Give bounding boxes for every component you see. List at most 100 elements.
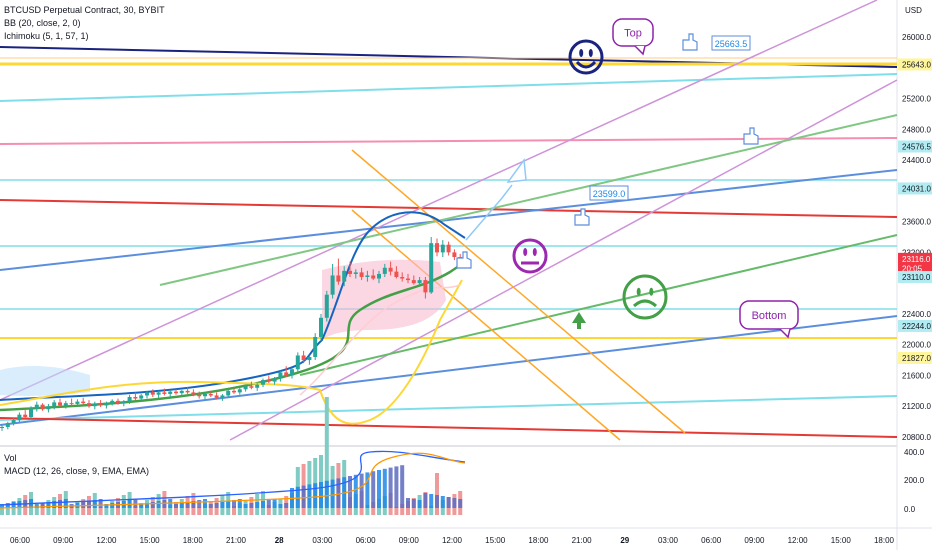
candle-body bbox=[52, 402, 57, 407]
macd-histogram-bar bbox=[365, 472, 370, 508]
candle-body bbox=[359, 272, 364, 277]
price-label-box bbox=[711, 35, 751, 51]
price-badge bbox=[898, 58, 932, 71]
macd-histogram-bar bbox=[284, 503, 289, 508]
time-tick-label: 28 bbox=[275, 536, 284, 545]
candle-body bbox=[394, 271, 399, 277]
ichimoku-indicator-label[interactable]: Ichimoku (5, 1, 57, 1) bbox=[4, 31, 89, 41]
macd-histogram-bar bbox=[174, 504, 178, 508]
volume-indicator-label[interactable]: Vol bbox=[4, 453, 17, 463]
candle-body bbox=[295, 355, 300, 370]
candle-body bbox=[290, 369, 294, 376]
macd-histogram-bar bbox=[92, 500, 97, 508]
candle-body bbox=[255, 384, 260, 388]
macd-histogram-bar bbox=[400, 465, 405, 508]
macd-histogram-bar bbox=[34, 504, 39, 508]
candle-body bbox=[81, 401, 86, 404]
smiley-mouth bbox=[575, 60, 597, 69]
price-label-text: 25663.5 bbox=[715, 39, 748, 49]
macd-histogram-bar bbox=[87, 501, 91, 508]
cyan-lower-line bbox=[0, 395, 898, 421]
macd-histogram-bar bbox=[197, 500, 202, 508]
price-badge-label: 24031.0 bbox=[902, 184, 931, 193]
ichimoku-cloud bbox=[0, 259, 446, 396]
candle-body bbox=[5, 423, 10, 427]
candle-body bbox=[17, 414, 22, 421]
chart-legend: BTCUSD Perpetual Contract, 30, BYBIT BB … bbox=[4, 4, 165, 43]
candle-body bbox=[417, 280, 422, 284]
ichimoku-cloud-red bbox=[322, 259, 446, 340]
up-arrow-icon bbox=[572, 312, 586, 329]
candle-body bbox=[29, 408, 33, 417]
candle-body bbox=[406, 278, 410, 281]
volume-bar bbox=[232, 506, 236, 515]
volume-bar bbox=[237, 503, 242, 515]
time-tick-label: 15:00 bbox=[140, 536, 161, 545]
macd-histogram-bar bbox=[452, 498, 457, 508]
price-tick-label: 26000.0 bbox=[902, 33, 931, 42]
macd-histogram-bar bbox=[261, 501, 265, 508]
candle-body bbox=[121, 401, 126, 404]
candle-body bbox=[371, 275, 376, 279]
green-upper-line bbox=[159, 114, 898, 286]
price-badge-label: 24576.5 bbox=[902, 143, 931, 152]
volume-bar bbox=[98, 507, 103, 515]
red-line bbox=[0, 199, 898, 218]
macd-histogram-bar bbox=[394, 466, 399, 508]
volume-bar bbox=[0, 507, 4, 515]
candle-body bbox=[249, 386, 254, 388]
lower-pane-legend: Vol MACD (12, 26, close, 9, EMA, EMA) bbox=[4, 452, 149, 478]
time-tick-label: 18:00 bbox=[874, 536, 895, 545]
smiley-face bbox=[568, 39, 604, 75]
macd-histogram-bar bbox=[406, 498, 410, 508]
indicator-tick-label: 400.0 bbox=[904, 448, 925, 457]
price-tick-label: 20800.0 bbox=[902, 433, 931, 442]
price-tick-label: 25200.0 bbox=[902, 95, 931, 104]
symbol-title[interactable]: BTCUSD Perpetual Contract, 30, BYBIT bbox=[4, 5, 165, 15]
macd-histogram-bar bbox=[220, 502, 225, 508]
macd-histogram-bar bbox=[359, 473, 364, 508]
price-badge bbox=[898, 319, 932, 332]
smiley-eye bbox=[523, 248, 528, 256]
candle-body bbox=[423, 280, 428, 293]
callout-tail bbox=[634, 45, 646, 56]
bb-indicator-label[interactable]: BB (20, close, 2, 0) bbox=[4, 18, 81, 28]
candle-body bbox=[58, 402, 62, 406]
neutral-smiley-icon bbox=[512, 238, 548, 274]
lavender-channel-bottom bbox=[229, 79, 898, 441]
drawing-lines[interactable] bbox=[0, 0, 898, 441]
callout-text: Top bbox=[624, 28, 642, 40]
ichimoku-cloud-blue bbox=[0, 366, 90, 396]
price-label-box bbox=[589, 185, 629, 201]
time-tick-label: 03:00 bbox=[312, 536, 333, 545]
macd-histogram-bar bbox=[411, 499, 416, 508]
volume-bar bbox=[139, 503, 144, 515]
time-tick-label: 18:00 bbox=[528, 536, 549, 545]
candle-body bbox=[87, 403, 91, 407]
time-tick-label: 15:00 bbox=[831, 536, 852, 545]
candle-body bbox=[63, 403, 68, 406]
candle-body bbox=[162, 392, 167, 394]
time-tick-label: 15:00 bbox=[485, 536, 506, 545]
macd-signal-line bbox=[0, 452, 466, 509]
candles bbox=[0, 237, 463, 431]
price-tick-label: 22400.0 bbox=[902, 310, 931, 319]
candle-body bbox=[348, 270, 352, 274]
price-badge-label: 22244.0 bbox=[902, 322, 931, 331]
time-tick-label: 12:00 bbox=[442, 536, 463, 545]
time-axis[interactable]: 06:00 09:00 12:00 15:00 18:00 21:00 28 03:00 06:… bbox=[10, 536, 895, 545]
price-axis[interactable]: USD26000.025200.024800.024400.024000.023… bbox=[898, 6, 932, 514]
candle-body bbox=[388, 267, 393, 272]
volume-bar bbox=[34, 506, 39, 515]
macd-indicator-label[interactable]: MACD (12, 26, close, 9, EMA, EMA) bbox=[4, 466, 150, 476]
candle-body bbox=[319, 317, 323, 337]
annotations[interactable]: Top Bottom 25663.5 23599.0 bbox=[456, 18, 799, 339]
callout-tail bbox=[779, 328, 791, 339]
green-lower-line bbox=[299, 234, 898, 376]
macd-histogram-bar bbox=[446, 497, 451, 508]
price-badge bbox=[898, 252, 932, 265]
candle-body bbox=[400, 277, 405, 279]
orange-diag-1 bbox=[351, 149, 686, 434]
price-tick-label: 23600.0 bbox=[902, 218, 931, 227]
